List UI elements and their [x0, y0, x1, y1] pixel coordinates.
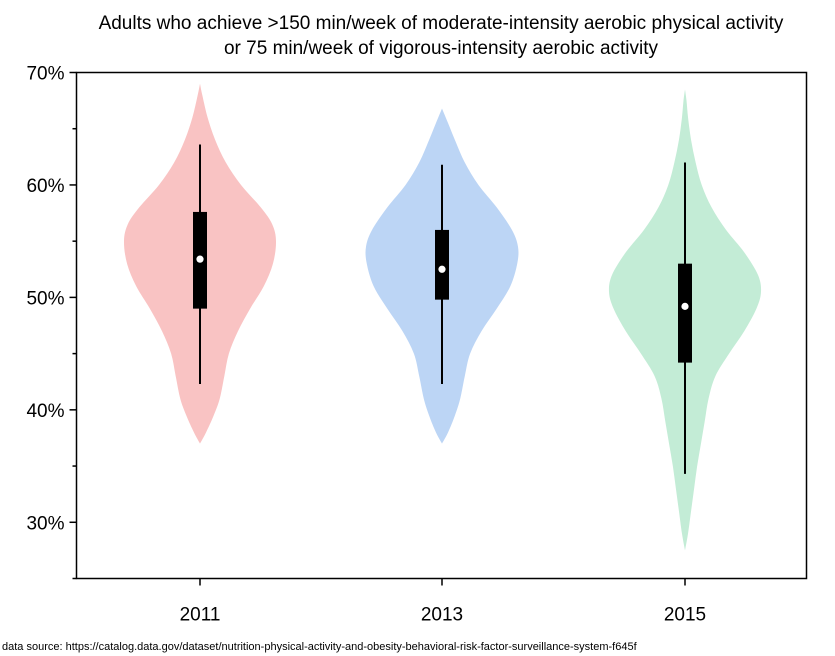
iqr-box-2015 — [678, 263, 692, 363]
y-tick-label-3: 60% — [26, 176, 64, 197]
median-point-2011 — [196, 255, 204, 263]
chart-title-line-2: or 75 min/week of vigorous-intensity aer… — [224, 38, 659, 59]
y-axis: 30% 40% 50% 60% 70% — [26, 64, 77, 580]
x-axis: 2011 2013 2015 — [180, 578, 706, 626]
x-tick-label-2013: 2013 — [421, 605, 463, 626]
y-tick-label-2: 50% — [26, 288, 64, 309]
median-point-2013 — [438, 265, 446, 273]
median-point-2015 — [681, 302, 689, 310]
y-tick-label-0: 30% — [26, 513, 64, 534]
chart-title-line-1: Adults who achieve >150 min/week of mode… — [99, 13, 784, 34]
data-source-note: data source: https://catalog.data.gov/da… — [2, 641, 637, 653]
y-tick-label-1: 40% — [26, 401, 64, 422]
y-tick-label-4: 70% — [26, 64, 64, 85]
violin-group — [123, 83, 762, 551]
x-tick-label-2011: 2011 — [180, 605, 221, 626]
x-tick-label-2015: 2015 — [664, 605, 706, 626]
violin-chart: Adults who achieve >150 min/week of mode… — [26, 13, 808, 626]
iqr-box-2013 — [435, 229, 449, 300]
